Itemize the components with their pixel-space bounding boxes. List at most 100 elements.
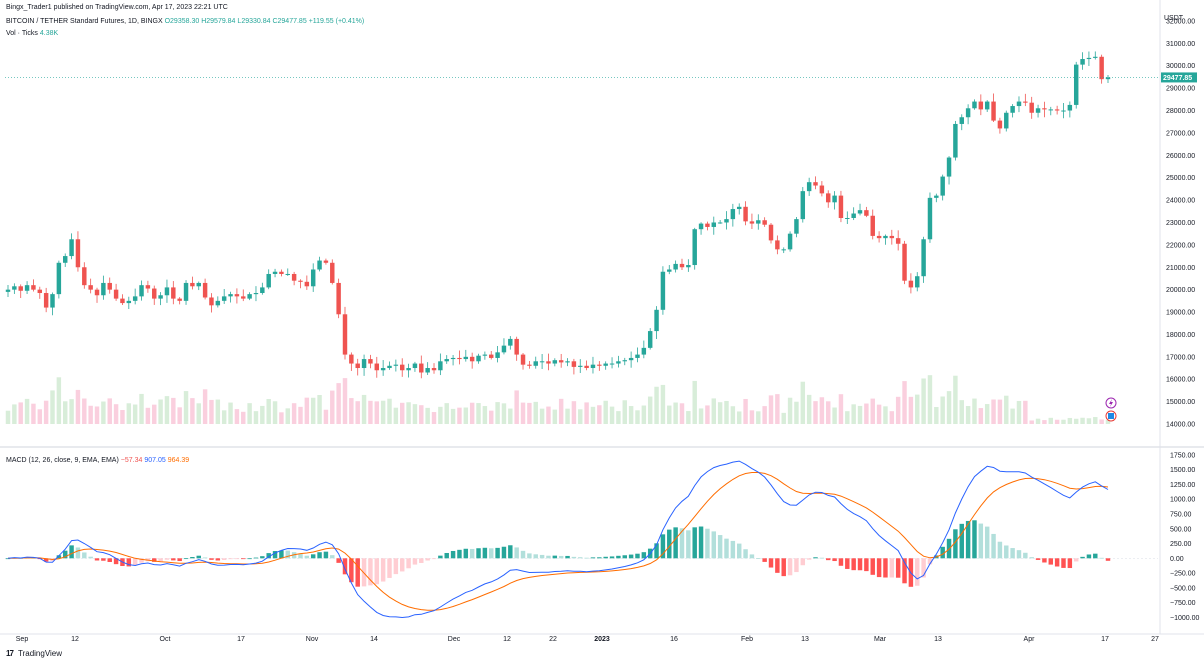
volume-bar (69, 399, 74, 424)
candle-body (457, 357, 462, 360)
price-tick-label: 15000.00 (1166, 399, 1195, 406)
histogram-bar (686, 530, 691, 559)
histogram-bar (94, 558, 100, 561)
volume-bar (82, 398, 87, 424)
histogram-bar (1048, 558, 1053, 565)
price-tick-label: 30000.00 (1166, 63, 1195, 70)
volume-bar (330, 390, 335, 424)
histogram-bar (565, 555, 570, 559)
volume-bar (431, 412, 437, 424)
candle-body (82, 267, 87, 286)
candle-body (692, 229, 697, 266)
candle-body (489, 354, 494, 358)
candle-body (88, 285, 93, 290)
candle-body (533, 361, 538, 366)
time-axis[interactable]: Sep 12 Oct 17 Nov 14 Dec 12 22 2023 16 Feb 13 Mar 13 Ap… (16, 636, 1159, 643)
histogram-bar (628, 554, 634, 559)
volume-bar (787, 397, 793, 424)
candle-body (241, 296, 246, 299)
candle-body (743, 206, 748, 222)
volume-bar (558, 398, 564, 424)
macd-axis[interactable]: 1750.00 1500.00 1250.00 1000.00 750.00 500.00… (1170, 452, 1199, 621)
histogram-bar (857, 558, 863, 571)
volume-bar (883, 406, 888, 424)
volume-bar (101, 401, 106, 424)
histogram-bar (558, 555, 564, 559)
histogram-bar (959, 523, 964, 559)
histogram-bar (310, 554, 316, 559)
histogram-bar (202, 557, 208, 559)
volume-bar (107, 398, 112, 424)
histogram-bar (342, 558, 348, 575)
candle-body (857, 210, 863, 214)
price-tick-label: 16000.00 (1166, 377, 1195, 384)
candle-body (1054, 109, 1060, 111)
volume-bar (527, 402, 532, 424)
volume-bar (177, 407, 182, 424)
volume-bar (965, 406, 971, 424)
volume-bar (876, 404, 882, 424)
histogram-bar (915, 558, 920, 586)
histogram-bar (838, 558, 844, 566)
candle-body (787, 233, 793, 250)
price-tick-label: 22000.00 (1166, 242, 1195, 249)
histogram-bar (69, 545, 74, 559)
symbol-name[interactable]: BITCOIN / TETHER Standard Futures, 1D, B… (6, 18, 163, 25)
volume-bar (489, 410, 494, 424)
time-tick-label: 17 (1101, 636, 1109, 643)
candle-body (221, 296, 227, 301)
candle-body (18, 286, 23, 291)
histogram-bar (361, 558, 367, 587)
time-tick-label: 12 (71, 636, 79, 643)
volume-bar (120, 409, 125, 424)
volume-bar (794, 401, 799, 424)
histogram-bar (1042, 558, 1047, 563)
footer-brand[interactable]: 17 TradingView (6, 649, 62, 658)
volume-bar (927, 375, 933, 424)
event-markers[interactable] (1105, 397, 1117, 422)
candle-body (749, 221, 755, 224)
histogram-bar (826, 558, 831, 561)
volume-bar (419, 405, 424, 424)
volume-bar (380, 400, 386, 424)
volume-bar (546, 406, 551, 424)
time-tick-label: Nov (306, 636, 319, 643)
candle-body (139, 285, 144, 297)
histogram-bar (851, 558, 856, 571)
candle-body (762, 220, 767, 225)
candle-body (349, 354, 354, 364)
candle-body (717, 222, 723, 224)
histogram-bar (654, 543, 659, 559)
histogram-bar (139, 558, 144, 563)
histogram-bar (355, 558, 360, 587)
histogram-bar (578, 557, 583, 559)
volume-bar (1073, 418, 1079, 424)
volume-bar (622, 400, 627, 424)
macd-label[interactable]: MACD (12, 26, close, 9, EMA, EMA) (6, 457, 119, 464)
histogram-bar (889, 558, 895, 578)
volume-bar (946, 391, 952, 424)
histogram-bar (215, 558, 221, 561)
candle-body (895, 238, 901, 244)
price-tick-label: 25000.00 (1166, 175, 1195, 182)
volume-label[interactable]: Vol · Ticks (6, 30, 38, 37)
histogram-bar (571, 556, 577, 559)
histogram-bar (107, 558, 112, 562)
histogram-bar (158, 558, 163, 562)
time-tick-label: Oct (160, 636, 171, 643)
volume-bar (698, 408, 704, 424)
histogram-bar (387, 558, 392, 578)
histogram-bar (1067, 558, 1073, 569)
histogram-bar (953, 529, 958, 559)
close-value: C29477.85 (272, 18, 307, 25)
candle-body (965, 108, 971, 118)
volume-bar (196, 403, 201, 424)
histogram-bar (921, 558, 926, 578)
candle-body (711, 222, 717, 227)
candle-body (266, 273, 271, 288)
volume-bar (56, 377, 62, 424)
time-tick-label: 13 (934, 636, 942, 643)
histogram-bar (75, 547, 81, 559)
